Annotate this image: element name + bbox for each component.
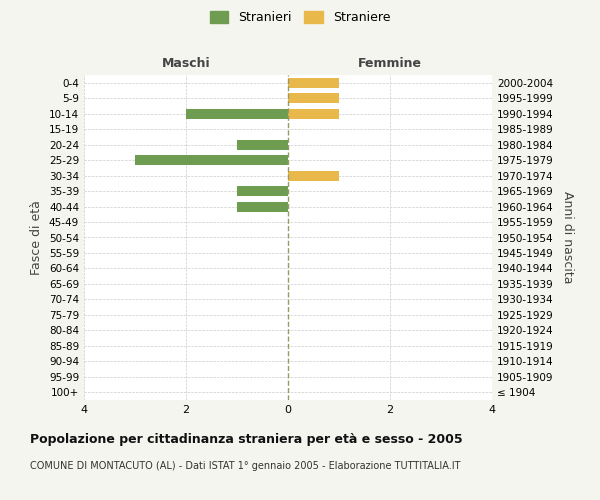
Bar [288,170,339,180]
Bar [135,155,288,165]
Bar [186,108,288,118]
Bar [237,140,288,149]
Legend: Stranieri, Straniere: Stranieri, Straniere [205,6,395,29]
Text: Femmine: Femmine [358,57,422,70]
Bar [237,202,288,211]
Bar [288,93,339,103]
Bar [237,186,288,196]
Bar [288,78,339,88]
Y-axis label: Fasce di età: Fasce di età [31,200,43,275]
Bar [288,108,339,118]
Y-axis label: Anni di nascita: Anni di nascita [560,191,574,284]
Text: Popolazione per cittadinanza straniera per età e sesso - 2005: Popolazione per cittadinanza straniera p… [30,432,463,446]
Text: COMUNE DI MONTACUTO (AL) - Dati ISTAT 1° gennaio 2005 - Elaborazione TUTTITALIA.: COMUNE DI MONTACUTO (AL) - Dati ISTAT 1°… [30,461,461,471]
Text: Maschi: Maschi [161,57,211,70]
